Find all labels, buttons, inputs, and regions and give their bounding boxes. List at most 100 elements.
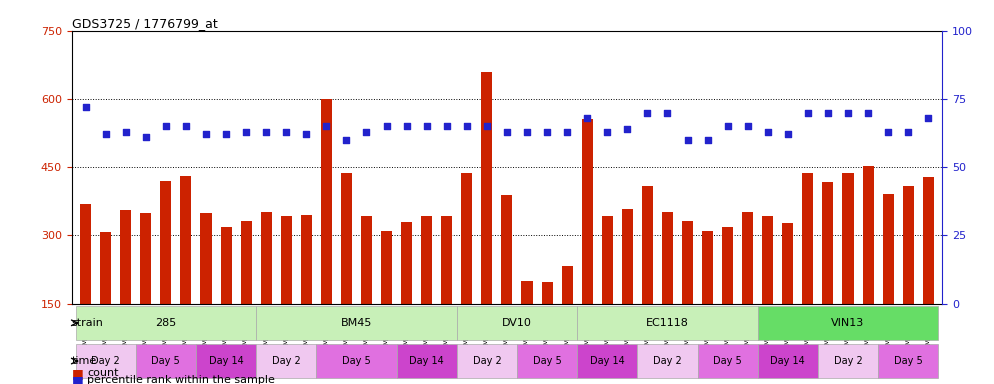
- Text: count: count: [87, 368, 119, 378]
- Bar: [542, 282, 553, 304]
- Point: [881, 129, 897, 135]
- Point: [359, 129, 375, 135]
- Text: BM45: BM45: [341, 318, 372, 328]
- Point: [820, 109, 836, 116]
- Point: [459, 123, 475, 129]
- Bar: [622, 209, 633, 304]
- Point: [580, 115, 595, 121]
- Bar: [256, 306, 457, 340]
- Bar: [682, 221, 693, 304]
- Text: Day 2: Day 2: [91, 356, 120, 366]
- Bar: [601, 216, 612, 304]
- Point: [519, 129, 535, 135]
- Bar: [782, 223, 793, 304]
- Text: Day 5: Day 5: [342, 356, 371, 366]
- Bar: [100, 232, 111, 304]
- Text: Day 2: Day 2: [653, 356, 682, 366]
- Point: [680, 137, 696, 143]
- Bar: [461, 173, 472, 304]
- Text: Day 5: Day 5: [533, 356, 562, 366]
- Bar: [878, 344, 938, 378]
- Text: Day 5: Day 5: [151, 356, 180, 366]
- Bar: [241, 221, 251, 304]
- Bar: [402, 222, 413, 304]
- Bar: [201, 213, 212, 304]
- Text: ■: ■: [72, 374, 83, 384]
- Point: [619, 126, 635, 132]
- Point: [418, 123, 434, 129]
- Bar: [698, 344, 757, 378]
- Bar: [221, 227, 232, 304]
- Point: [860, 109, 876, 116]
- Point: [639, 109, 655, 116]
- Point: [278, 129, 294, 135]
- Point: [700, 137, 716, 143]
- Bar: [762, 216, 773, 304]
- Bar: [140, 213, 151, 304]
- Text: Day 2: Day 2: [272, 356, 300, 366]
- Text: Day 14: Day 14: [410, 356, 444, 366]
- Bar: [578, 306, 757, 340]
- Text: time: time: [72, 356, 97, 366]
- Point: [759, 129, 775, 135]
- Point: [840, 109, 856, 116]
- Point: [158, 123, 174, 129]
- Bar: [883, 194, 894, 304]
- Point: [560, 129, 576, 135]
- Bar: [581, 119, 592, 304]
- Bar: [501, 195, 513, 304]
- Point: [720, 123, 736, 129]
- Point: [379, 123, 395, 129]
- Bar: [81, 204, 91, 304]
- Bar: [280, 216, 292, 304]
- Text: Day 2: Day 2: [472, 356, 501, 366]
- Point: [438, 123, 454, 129]
- Point: [218, 131, 234, 137]
- Point: [539, 129, 555, 135]
- Bar: [136, 344, 196, 378]
- Point: [479, 123, 495, 129]
- Point: [78, 104, 93, 110]
- Point: [239, 129, 254, 135]
- Point: [599, 129, 615, 135]
- Bar: [818, 344, 878, 378]
- Point: [318, 123, 334, 129]
- Point: [920, 115, 936, 121]
- Bar: [457, 344, 517, 378]
- Bar: [341, 173, 352, 304]
- Bar: [517, 344, 578, 378]
- Text: Day 14: Day 14: [209, 356, 244, 366]
- Bar: [757, 344, 818, 378]
- Bar: [421, 216, 432, 304]
- Text: percentile rank within the sample: percentile rank within the sample: [87, 375, 275, 384]
- Point: [138, 134, 154, 140]
- Bar: [301, 215, 312, 304]
- Bar: [160, 181, 171, 304]
- Text: Day 2: Day 2: [834, 356, 863, 366]
- Text: Day 5: Day 5: [894, 356, 922, 366]
- Point: [399, 123, 414, 129]
- Text: GDS3725 / 1776799_at: GDS3725 / 1776799_at: [72, 17, 218, 30]
- Bar: [843, 173, 854, 304]
- Bar: [196, 344, 256, 378]
- Point: [740, 123, 755, 129]
- Point: [258, 129, 274, 135]
- Bar: [922, 177, 933, 304]
- Bar: [637, 344, 698, 378]
- Point: [97, 131, 113, 137]
- Point: [298, 131, 314, 137]
- Text: Day 14: Day 14: [589, 356, 624, 366]
- Bar: [578, 344, 637, 378]
- Bar: [457, 306, 578, 340]
- Bar: [903, 186, 913, 304]
- Bar: [441, 216, 452, 304]
- Bar: [256, 344, 316, 378]
- Point: [780, 131, 796, 137]
- Bar: [321, 99, 332, 304]
- Point: [901, 129, 916, 135]
- Text: Day 14: Day 14: [770, 356, 805, 366]
- Bar: [642, 186, 653, 304]
- Text: Day 5: Day 5: [714, 356, 742, 366]
- Point: [499, 129, 515, 135]
- Bar: [381, 231, 392, 304]
